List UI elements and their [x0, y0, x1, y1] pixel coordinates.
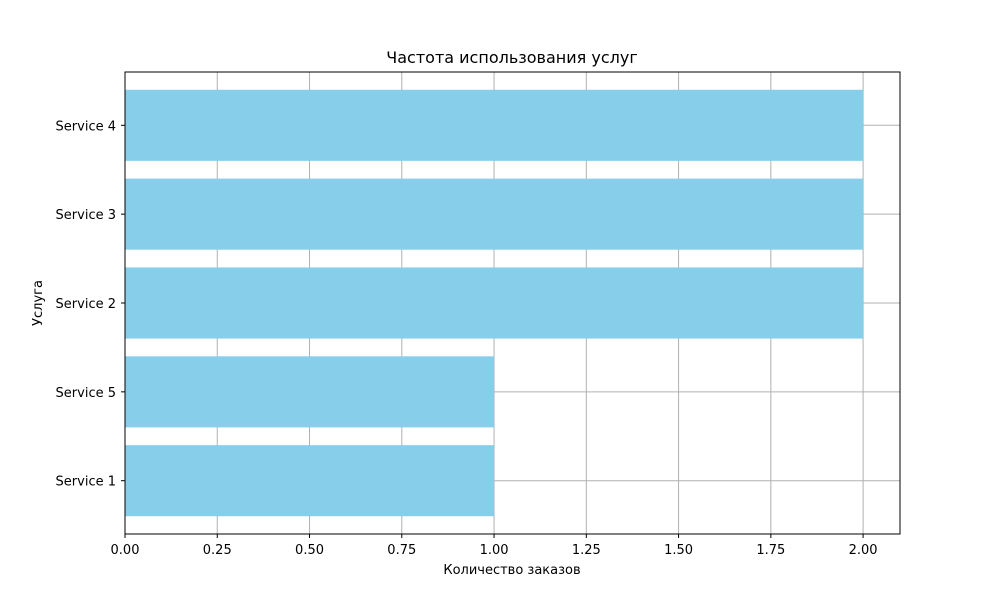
- x-axis-ticks: 0.00 0.25 0.50 0.75 1.00 1.25 1.50 1.75 2.00: [111, 534, 878, 558]
- y-axis-ticks: Service 1 Service 5 Service 2 Service 3 Serv…: [56, 119, 125, 490]
- x-tick-label: 0.50: [295, 543, 324, 558]
- y-tick-label: Service 4: [56, 119, 116, 134]
- bar-service-3: [125, 178, 864, 250]
- x-tick-label: 2.00: [849, 543, 878, 558]
- x-tick-label: 1.25: [572, 543, 601, 558]
- bars: [125, 89, 864, 517]
- x-tick-label: 1.00: [480, 543, 509, 558]
- bar-service-1: [125, 445, 495, 517]
- x-tick-label: 0.75: [387, 543, 416, 558]
- x-tick-label: 0.25: [203, 543, 232, 558]
- y-tick-label: Service 2: [56, 297, 116, 312]
- y-tick-label: Service 3: [56, 208, 116, 223]
- y-tick-label: Service 1: [56, 475, 116, 490]
- chart-title: Частота использования услуг: [386, 48, 637, 67]
- x-axis-title: Количество заказов: [443, 563, 580, 578]
- y-axis-title: Услуга: [31, 280, 46, 326]
- bar-service-2: [125, 267, 864, 339]
- x-tick-label: 1.50: [664, 543, 693, 558]
- x-tick-label: 1.75: [756, 543, 785, 558]
- y-tick-label: Service 5: [56, 386, 116, 401]
- x-tick-label: 0.00: [111, 543, 140, 558]
- bar-service-5: [125, 356, 495, 428]
- bar-service-4: [125, 89, 864, 161]
